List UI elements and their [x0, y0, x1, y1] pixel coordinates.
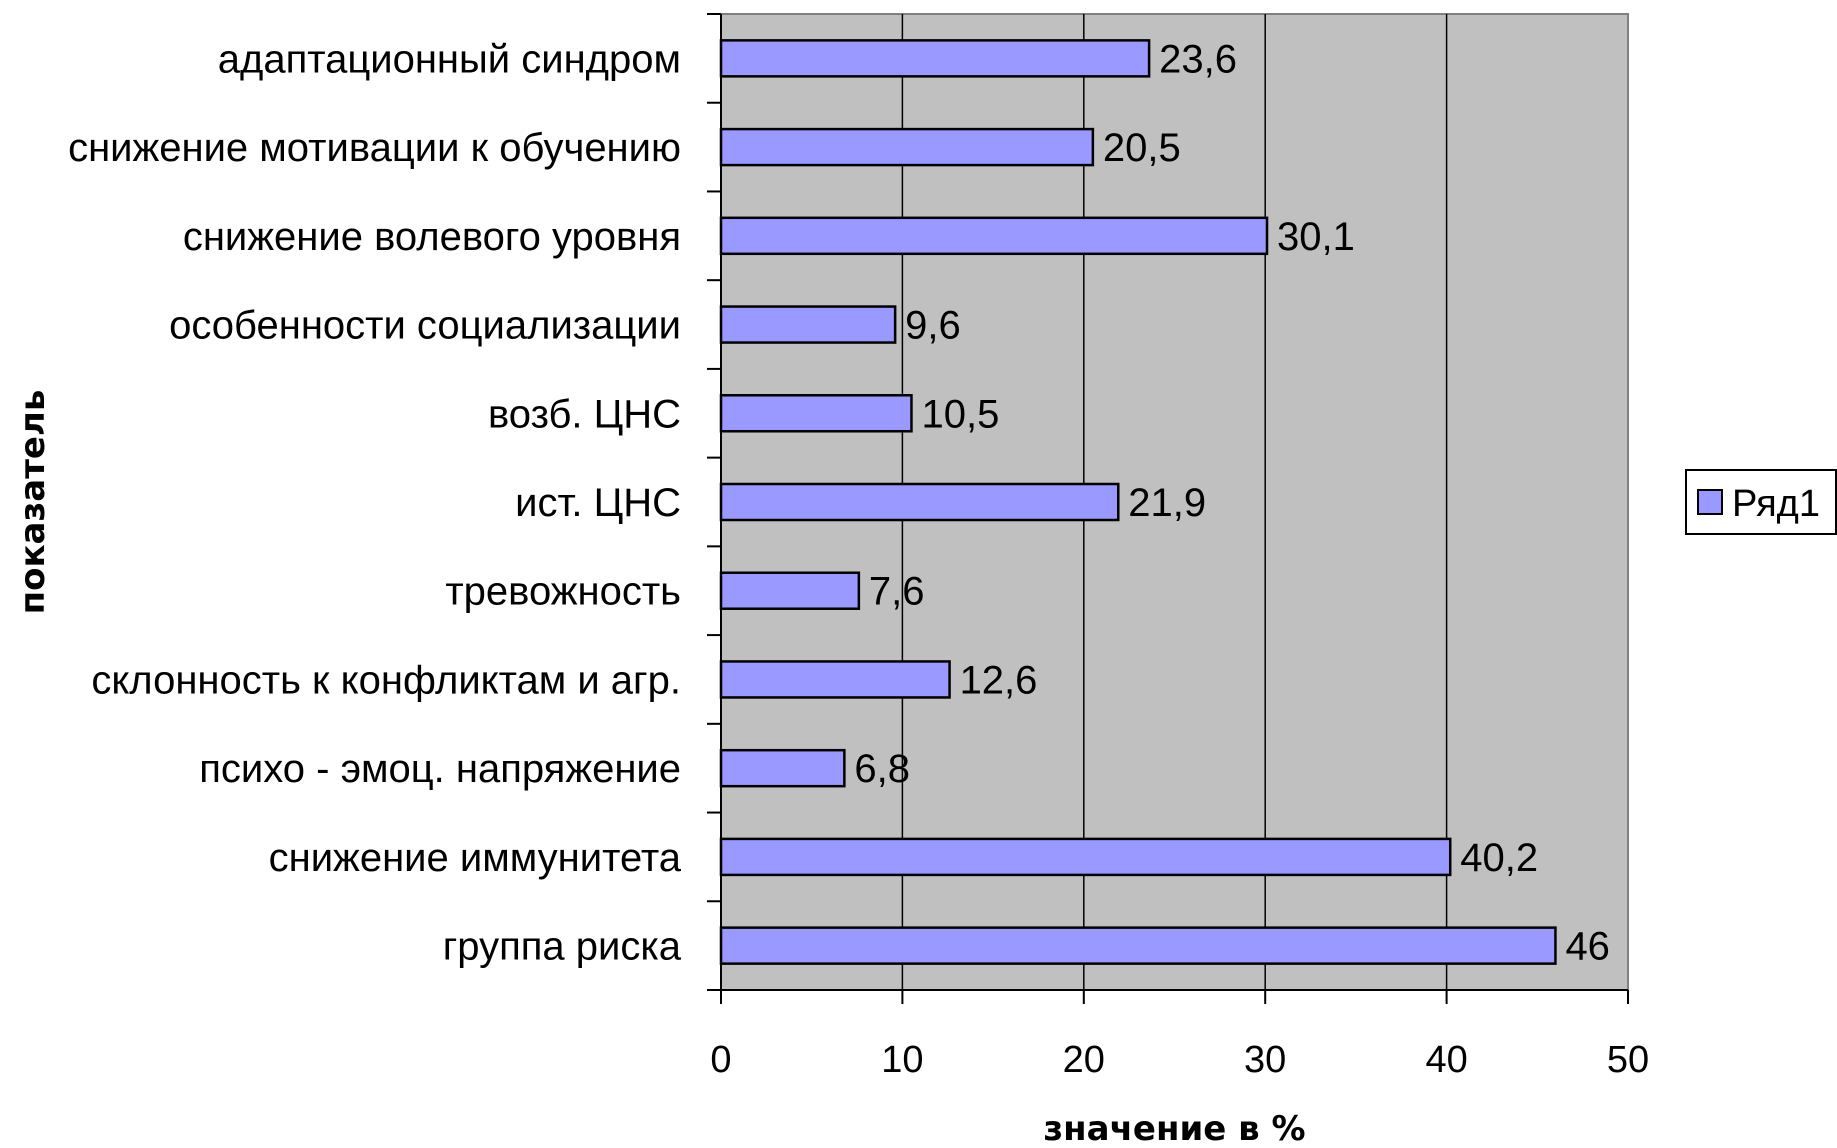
data-label: 20,5	[1103, 126, 1181, 170]
data-label: 7,6	[869, 570, 925, 614]
category-label: тревожность	[445, 570, 681, 614]
bar	[719, 39, 1151, 78]
bar	[719, 571, 861, 610]
x-tick-label: 0	[710, 1039, 731, 1081]
y-axis-title: показатель	[13, 390, 53, 615]
data-label: 21,9	[1128, 481, 1206, 525]
x-tick-label: 30	[1244, 1039, 1286, 1081]
x-tick-label: 10	[881, 1039, 923, 1081]
data-label: 23,6	[1159, 37, 1237, 81]
data-label: 30,1	[1277, 215, 1355, 259]
category-label: адаптационный синдром	[218, 37, 681, 81]
x-tick-label: 40	[1425, 1039, 1467, 1081]
category-label: группа риска	[443, 925, 682, 969]
x-tick-label: 50	[1607, 1039, 1649, 1081]
category-label: склонность к конфликтам и агр.	[91, 658, 681, 702]
bar	[719, 305, 897, 344]
bar	[719, 926, 1557, 965]
data-label: 46	[1565, 925, 1610, 969]
data-label: 9,6	[905, 304, 961, 348]
category-label: возб. ЦНС	[488, 392, 681, 436]
bar	[719, 216, 1269, 256]
category-label: особенности социализации	[169, 304, 681, 348]
x-tick-label: 20	[1063, 1039, 1105, 1081]
legend-swatch	[1697, 489, 1723, 515]
category-label: снижение мотивации к обучению	[68, 126, 681, 170]
bar	[719, 394, 913, 433]
legend-label: Ряд1	[1732, 483, 1820, 525]
bar	[719, 748, 846, 788]
data-labels: 23,6 20,5 30,1 9,6 10,5 21,9 7,6 12,6 6,8 40,2 46	[854, 37, 1610, 968]
x-axis-title: значение в %	[1043, 1109, 1305, 1148]
bars	[719, 39, 1557, 965]
data-label: 6,8	[854, 747, 910, 791]
category-label: психо - эмоц. напряжение	[199, 747, 681, 791]
bar	[719, 482, 1120, 522]
data-label: 40,2	[1460, 836, 1538, 880]
category-label: снижение иммунитета	[269, 836, 682, 880]
data-label: 12,6	[960, 658, 1038, 702]
x-axis: 0 10 20 30 40 50	[710, 989, 1649, 1081]
legend: Ряд1	[1685, 469, 1837, 535]
data-label: 10,5	[921, 392, 999, 436]
bar	[719, 127, 1095, 167]
bar	[719, 660, 951, 699]
bar	[719, 837, 1452, 877]
category-label: снижение волевого уровня	[183, 215, 681, 259]
y-axis: адаптационный синдром снижение мотивации …	[68, 13, 722, 991]
category-label: ист. ЦНС	[515, 481, 681, 525]
